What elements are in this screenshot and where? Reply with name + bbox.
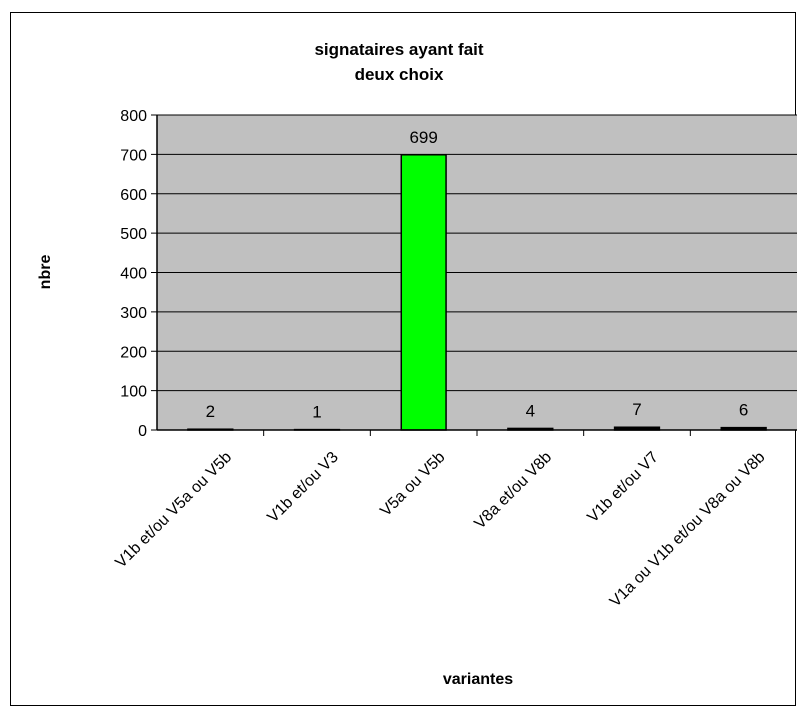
axes [151,114,797,436]
data-labels: 2 1 699 4 7 6 [206,128,749,422]
data-label: 1 [312,403,321,422]
gridlines [157,114,797,392]
y-axis-title: nbre [37,255,54,290]
y-tick-label: 400 [120,266,147,283]
x-tick-labels: V1b et/ou V5a ou V5b V1b et/ou V3 V5a ou V… [112,449,768,611]
chart-title-line-2: deux choix [355,65,444,84]
y-tick-label: 700 [120,147,147,164]
x-tick-label: V5a ou V5b [377,449,448,520]
y-tick-label: 600 [120,187,147,204]
y-tick-label: 500 [120,226,147,243]
chart-title-line-1: signataires ayant fait [314,40,483,59]
x-tick-label: V8a et/ou V8b [471,449,555,533]
x-tick-label: V1b et/ou V5a ou V5b [112,449,235,572]
bar [400,154,447,431]
x-tick-label: V1b et/ou V3 [264,449,342,527]
y-tick-label: 800 [120,108,147,125]
y-tick-label: 100 [120,384,147,401]
x-tick-label: V1b et/ou V7 [584,449,662,527]
data-label: 6 [739,401,748,420]
y-tick-labels: 0 100 200 300 400 500 600 700 800 [120,108,147,440]
data-label: 7 [632,400,641,419]
y-tick-label: 300 [120,305,147,322]
chart-title: signataires ayant fait deux choix [314,40,483,84]
y-tick-label: 0 [138,423,147,440]
y-tick-label: 200 [120,344,147,361]
x-axis-title: variantes [443,671,513,688]
data-label: 4 [526,401,535,420]
data-label: 2 [206,402,215,421]
data-label: 699 [409,128,437,147]
